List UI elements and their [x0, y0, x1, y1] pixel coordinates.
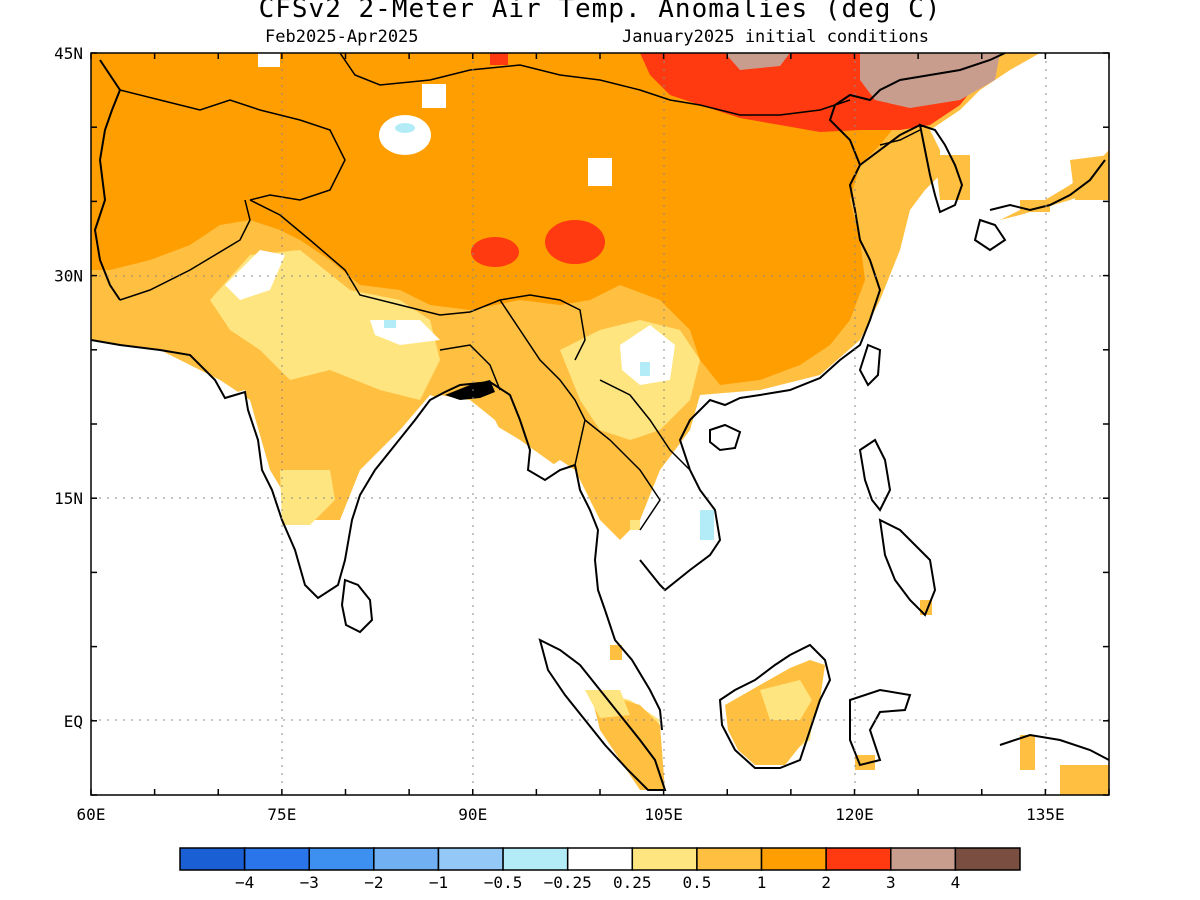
anomaly-region-2-3: [545, 220, 605, 264]
lon-tick-label: 135E: [1026, 805, 1065, 824]
lon-tick-label: 60E: [77, 805, 106, 824]
anomaly-region-0.25-0.5: [585, 690, 630, 718]
colorbar-swatch: [566, 847, 634, 871]
delta-coastline-detail: [445, 380, 495, 400]
colorbar: −4 −3 −2 −1 −0.5 −0.25 0.25 0.5 1 2 3 4: [179, 847, 1021, 892]
colorbar-swatch: [760, 847, 827, 871]
coastline-india: [91, 339, 576, 600]
colorbar-label: 0.5: [682, 873, 711, 892]
coastlines: [91, 53, 1109, 791]
anomaly-region-neg: [384, 320, 396, 328]
coastline-philippines: [858, 438, 937, 617]
anomaly-region-0.25-0.5: [760, 680, 812, 720]
ocean-mask: [91, 380, 670, 795]
anomaly-region-2-3: [471, 237, 519, 267]
coastline-japan: [973, 159, 1106, 252]
border-thailand: [584, 419, 661, 531]
border-korea-china: [879, 129, 921, 146]
anomaly-region-neg: [700, 510, 714, 540]
coastline-borneo: [718, 643, 832, 769]
colorbar-label: 4: [951, 873, 961, 892]
lon-tick-label: 90E: [458, 805, 487, 824]
lon-tick-label: 120E: [835, 805, 874, 824]
lat-labels: 45N 30N 15N EQ: [54, 44, 83, 731]
lat-lon-grid: [91, 53, 1109, 795]
colorbar-swatch: [179, 847, 246, 871]
colorbar-swatch: [308, 847, 375, 871]
forecast-period: Feb2025-Apr2025: [265, 27, 419, 47]
border-laos: [599, 379, 691, 471]
coastline-china-north: [828, 53, 1006, 166]
anomaly-region-1-2: [91, 70, 210, 160]
anomaly-region-near-zero: [379, 115, 431, 155]
anomaly-region-0.5-1: [855, 755, 875, 770]
lat-tick-label: 15N: [54, 489, 83, 508]
colorbar-label: −0.5: [484, 873, 523, 892]
initial-conditions: January2025 initial conditions: [622, 27, 930, 47]
axis-ticks: [90, 52, 1110, 796]
coastline-srilanka: [340, 578, 374, 634]
anomaly-region-0.5-1: [1020, 735, 1035, 770]
anomaly-region-near-zero: [258, 53, 280, 67]
lat-tick-label: EQ: [64, 712, 83, 731]
colorbar-swatch: [825, 847, 892, 871]
colorbar-swatch: [243, 847, 310, 871]
colorbar-swatch: [373, 847, 440, 871]
ocean-mask: [830, 53, 1109, 760]
anomaly-region-near-zero: [395, 123, 415, 133]
colorbar-label: −0.25: [544, 873, 592, 892]
border-mongolia: [339, 53, 851, 116]
colorbar-label: −1: [429, 873, 448, 892]
colorbar-label: 1: [757, 873, 767, 892]
colorbar-swatch: [502, 847, 569, 871]
lon-tick-label: 105E: [644, 805, 683, 824]
border-himalaya: [249, 199, 586, 361]
political-borders: [119, 53, 921, 531]
anomaly-region-3-4: [860, 53, 1000, 108]
border-pakistan: [119, 199, 251, 301]
colorbar-swatch: [437, 847, 504, 871]
colorbar-swatch: [631, 847, 698, 871]
border-bangladesh: [439, 344, 501, 391]
lat-tick-label: 45N: [54, 44, 83, 63]
colorbar-label: −4: [235, 873, 254, 892]
coastline-taiwan: [858, 343, 882, 387]
anomaly-fields: [91, 53, 1109, 795]
border-westasia: [93, 59, 122, 301]
anomaly-region-0.5-1: [1060, 765, 1109, 795]
ocean-mask: [612, 345, 880, 795]
coastline-indochina: [574, 124, 921, 731]
anomaly-region-near-zero: [588, 158, 612, 186]
colorbar-label: −3: [300, 873, 319, 892]
anomaly-region-neg: [640, 362, 650, 376]
colorbar-label: 3: [886, 873, 896, 892]
colorbar-swatch: [954, 847, 1021, 871]
lon-tick-label: 75E: [267, 805, 296, 824]
coastline-hainan: [709, 423, 742, 452]
colorbar-swatch: [696, 847, 763, 871]
colorbar-swatch: [890, 847, 957, 871]
ocean-mask: [830, 730, 1109, 795]
anomaly-region-2-3: [490, 53, 508, 65]
chart-title: CFSv2 2-Meter Air Temp. Anomalies (deg C…: [258, 0, 942, 24]
coastline-newguinea: [999, 733, 1109, 761]
colorbar-label: 0.25: [613, 873, 652, 892]
coastline-korea: [918, 123, 964, 214]
border-centralasia: [119, 89, 346, 201]
anomaly-region-near-zero: [422, 84, 446, 108]
colorbar-label: 2: [821, 873, 831, 892]
anomaly-region-0.5-1: [610, 645, 622, 660]
lon-labels: 60E 75E 90E 105E 120E 135E: [77, 805, 1065, 824]
colorbar-label: −2: [364, 873, 383, 892]
anomaly-region-near-zero: [225, 250, 285, 300]
coastline-sumatra: [538, 638, 667, 791]
lat-tick-label: 30N: [54, 267, 83, 286]
anomaly-region-near-zero: [620, 325, 675, 385]
anomaly-region-1-2: [91, 53, 900, 385]
coastline-sulawesi: [849, 688, 912, 767]
anomaly-region-0.25-0.5: [630, 520, 640, 530]
anomaly-region-3-4: [725, 53, 790, 70]
